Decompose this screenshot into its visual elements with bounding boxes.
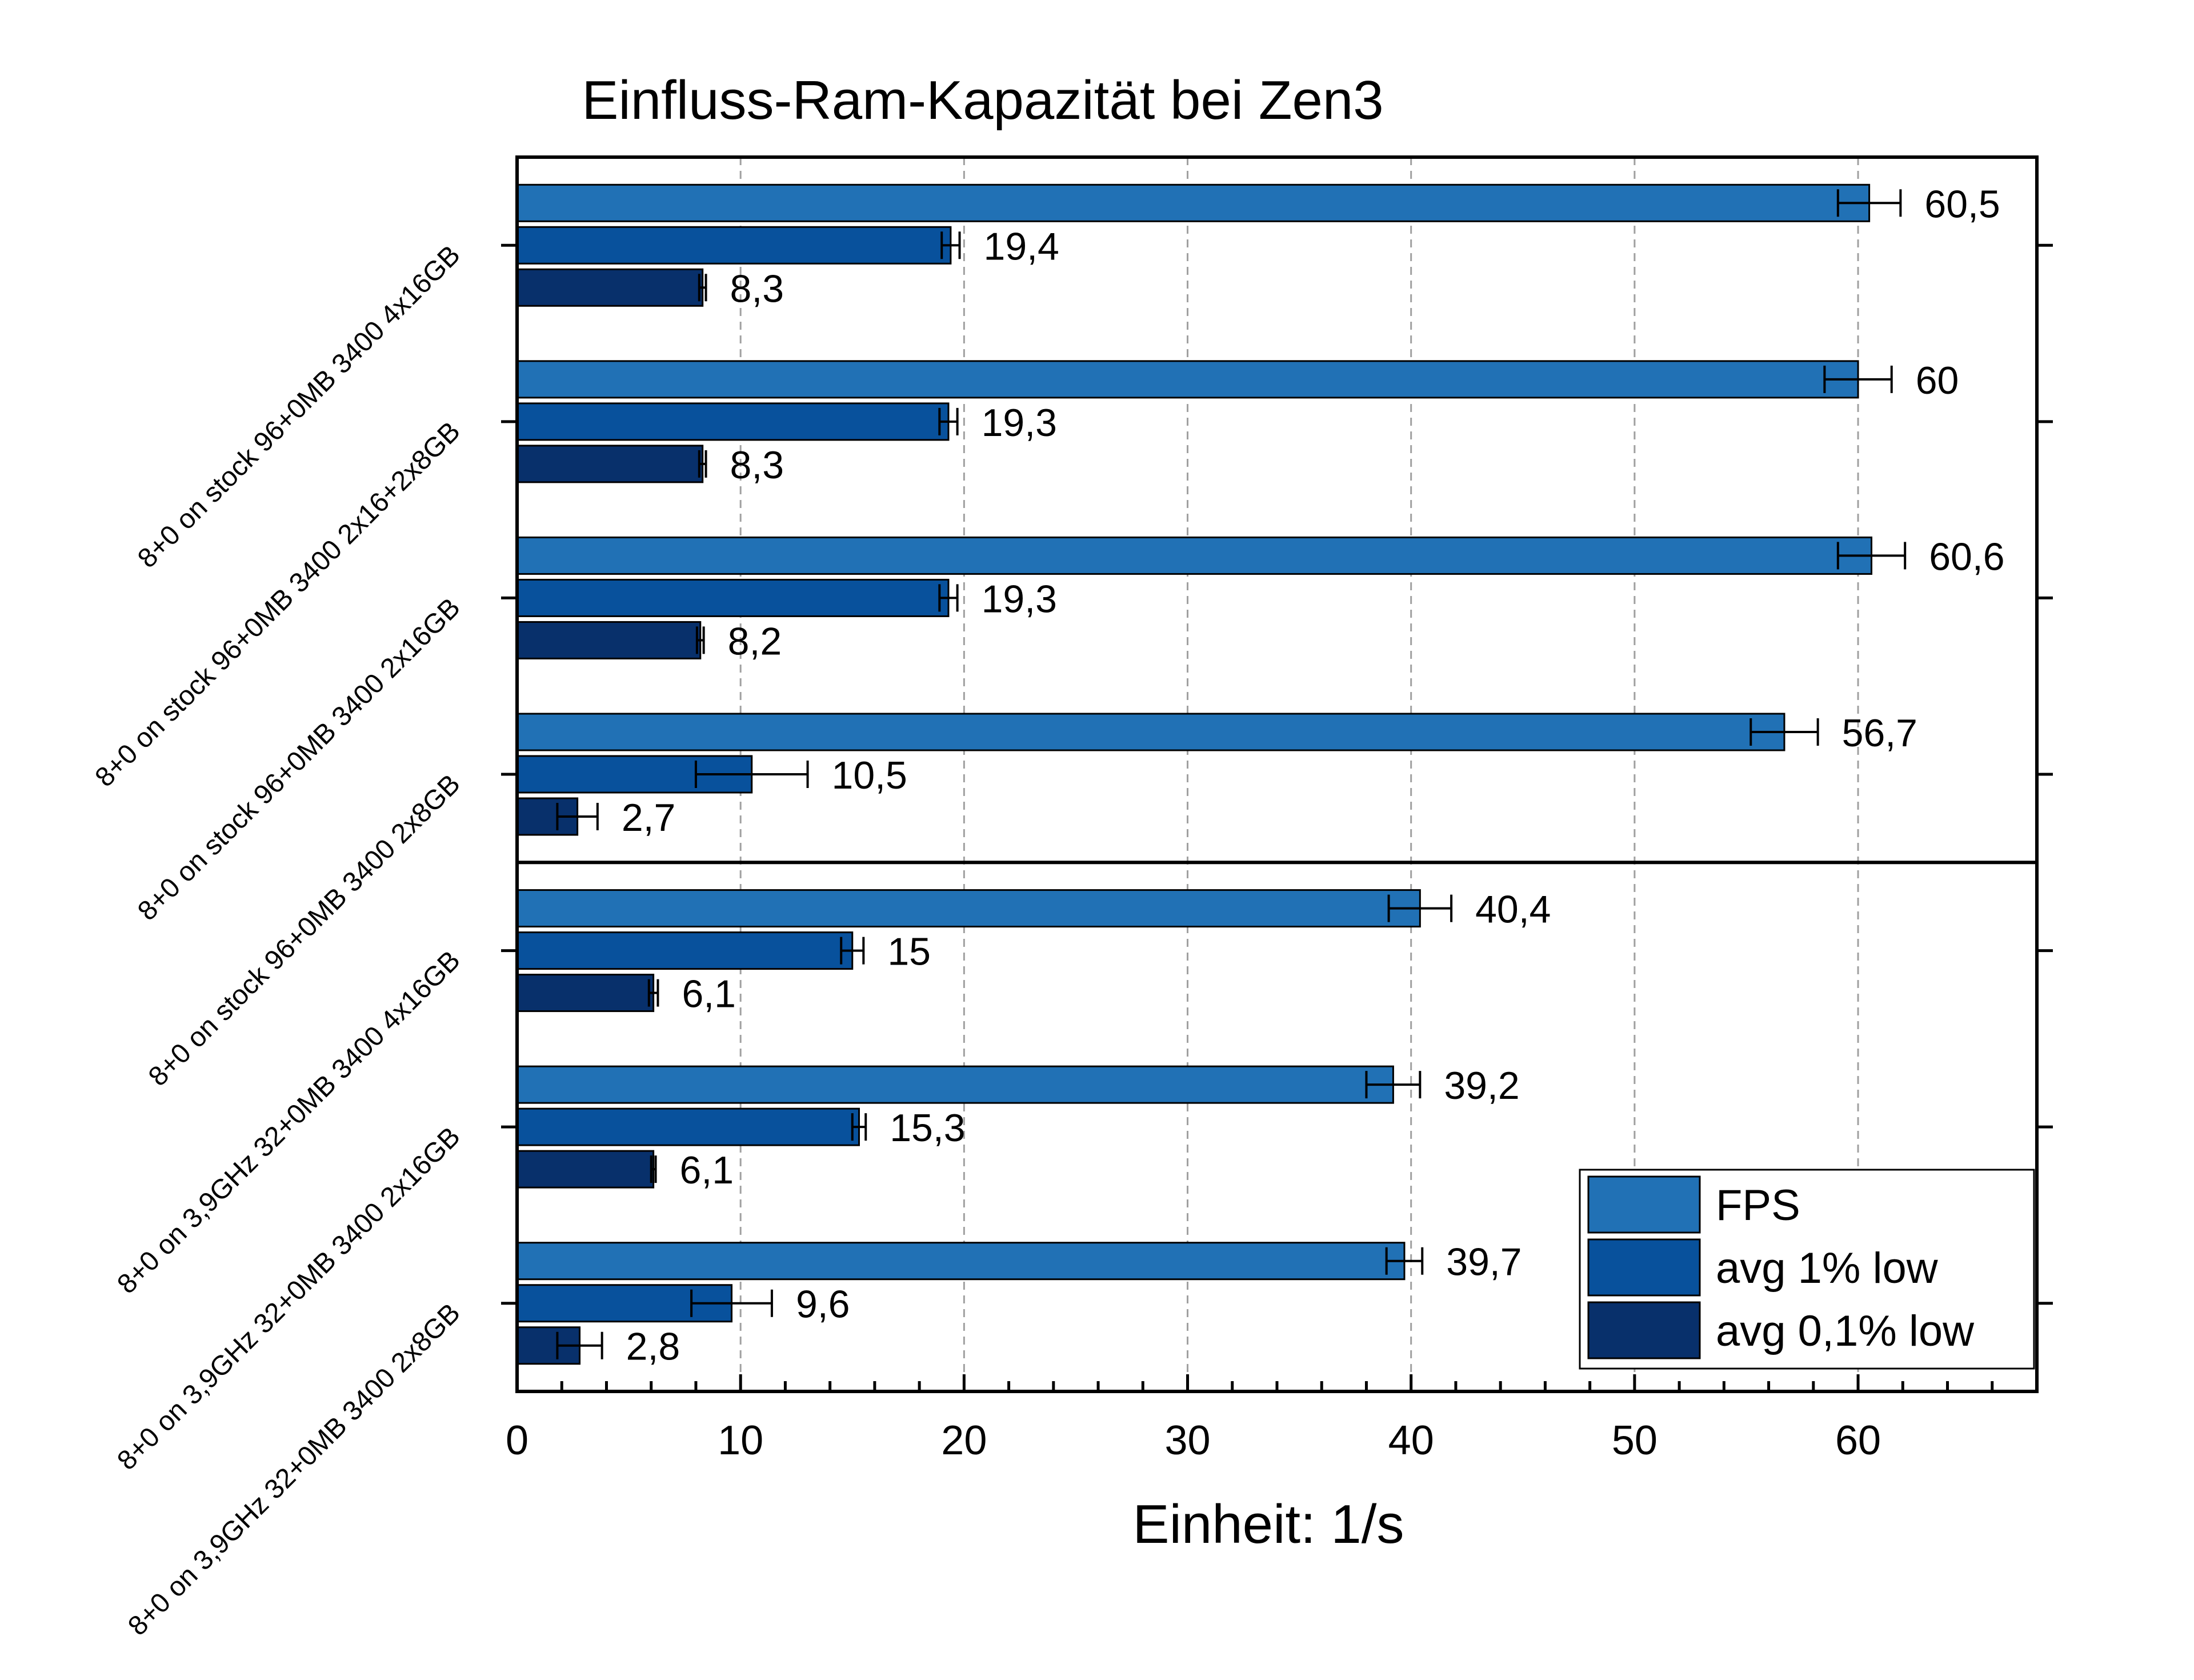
category-label-2: 8+0 on stock 96+0MB 3400 2x16GB xyxy=(132,593,466,927)
x-tick-label-40: 40 xyxy=(1388,1418,1434,1463)
bar-2-1 xyxy=(516,578,950,617)
category-label-1: 8+0 on stock 96+0MB 3400 2x16+2x8GB xyxy=(90,416,466,793)
data-label-6-1: 9,6 xyxy=(796,1283,850,1326)
bar-0-2 xyxy=(516,268,704,307)
bar-5-2 xyxy=(516,1150,655,1189)
bar-5-0 xyxy=(516,1065,1394,1104)
legend: FPS avg 1% low avg 0,1% low xyxy=(1579,1169,2035,1370)
data-label-2-0: 60,6 xyxy=(1929,535,2004,578)
bar-0-1 xyxy=(516,226,952,265)
x-tick-label-30: 30 xyxy=(1164,1418,1210,1463)
data-label-4-0: 40,4 xyxy=(1475,888,1551,931)
bar-3-0 xyxy=(516,713,1785,751)
bar-1-1 xyxy=(516,402,950,441)
bar-1-2 xyxy=(516,445,704,483)
data-label-1-0: 60 xyxy=(1916,359,1959,402)
data-label-1-1: 19,3 xyxy=(982,401,1057,445)
x-tick-label-60: 60 xyxy=(1835,1418,1881,1463)
bar-2-0 xyxy=(516,536,1873,575)
data-label-0-0: 60,5 xyxy=(1924,182,2000,226)
x-axis-label: Einheit: 1/s xyxy=(1133,1494,1404,1555)
x-tick-label-50: 50 xyxy=(1612,1418,1657,1463)
data-label-5-1: 15,3 xyxy=(890,1106,965,1150)
data-labels: 60,5 19,4 8,3 60 19,3 8,3 60,6 19,3 8,2 56,7 10,5 2… xyxy=(622,182,2005,1368)
x-axis-ticks: 0 10 20 30 40 50 60 xyxy=(506,1374,2039,1463)
data-label-2-1: 19,3 xyxy=(982,577,1057,621)
data-label-0-1: 19,4 xyxy=(984,225,1059,268)
category-label-4: 8+0 on 3,9GHz 32+0MB 3400 4x16GB xyxy=(111,945,466,1300)
category-label-0: 8+0 on stock 96+0MB 3400 4x16GB xyxy=(132,240,466,574)
data-label-6-0: 39,7 xyxy=(1446,1241,1522,1284)
data-label-3-0: 56,7 xyxy=(1842,711,1917,755)
data-label-5-2: 6,1 xyxy=(680,1149,734,1192)
bar-5-1 xyxy=(516,1107,860,1146)
data-label-0-2: 8,3 xyxy=(730,267,784,310)
category-label-5: 8+0 on 3,9GHz 32+0MB 3400 2x16GB xyxy=(111,1121,466,1476)
category-label-3: 8+0 on stock 96+0MB 3400 2x8GB xyxy=(143,769,466,1092)
bar-4-1 xyxy=(516,931,854,970)
data-label-3-2: 2,7 xyxy=(622,796,676,839)
data-label-4-2: 6,1 xyxy=(682,973,736,1016)
bar-4-2 xyxy=(516,974,655,1013)
error-bars xyxy=(556,189,1907,1359)
x-tick-label-0: 0 xyxy=(506,1418,529,1463)
bar-4-0 xyxy=(516,889,1421,928)
category-label-6: 8+0 on 3,9GHz 32+0MB 3400 2x8GB xyxy=(122,1298,466,1642)
data-label-5-0: 39,2 xyxy=(1444,1064,1519,1107)
y-axis-ticks xyxy=(501,243,2053,1305)
data-label-4-1: 15 xyxy=(887,930,931,974)
legend-label-1: avg 1% low xyxy=(1716,1244,1939,1293)
bar-6-0 xyxy=(516,1242,1406,1281)
x-tick-label-10: 10 xyxy=(718,1418,763,1463)
legend-swatch-0 xyxy=(1587,1175,1701,1234)
data-label-2-2: 8,2 xyxy=(728,619,782,663)
data-label-1-2: 8,3 xyxy=(730,443,784,487)
chart-title: Einfluss-Ram-Kapazität bei Zen3 xyxy=(582,70,1383,131)
legend-label-2: avg 0,1% low xyxy=(1716,1307,1975,1355)
data-label-3-1: 10,5 xyxy=(832,754,907,797)
legend-swatch-1 xyxy=(1587,1238,1701,1297)
legend-swatch-2 xyxy=(1587,1301,1701,1359)
bar-1-0 xyxy=(516,360,1859,399)
bars xyxy=(516,183,1873,1365)
bar-0-0 xyxy=(516,183,1871,222)
data-label-6-2: 2,8 xyxy=(626,1325,680,1369)
legend-label-0: FPS xyxy=(1716,1181,1800,1230)
x-tick-label-20: 20 xyxy=(941,1418,987,1463)
bar-2-2 xyxy=(516,621,702,659)
